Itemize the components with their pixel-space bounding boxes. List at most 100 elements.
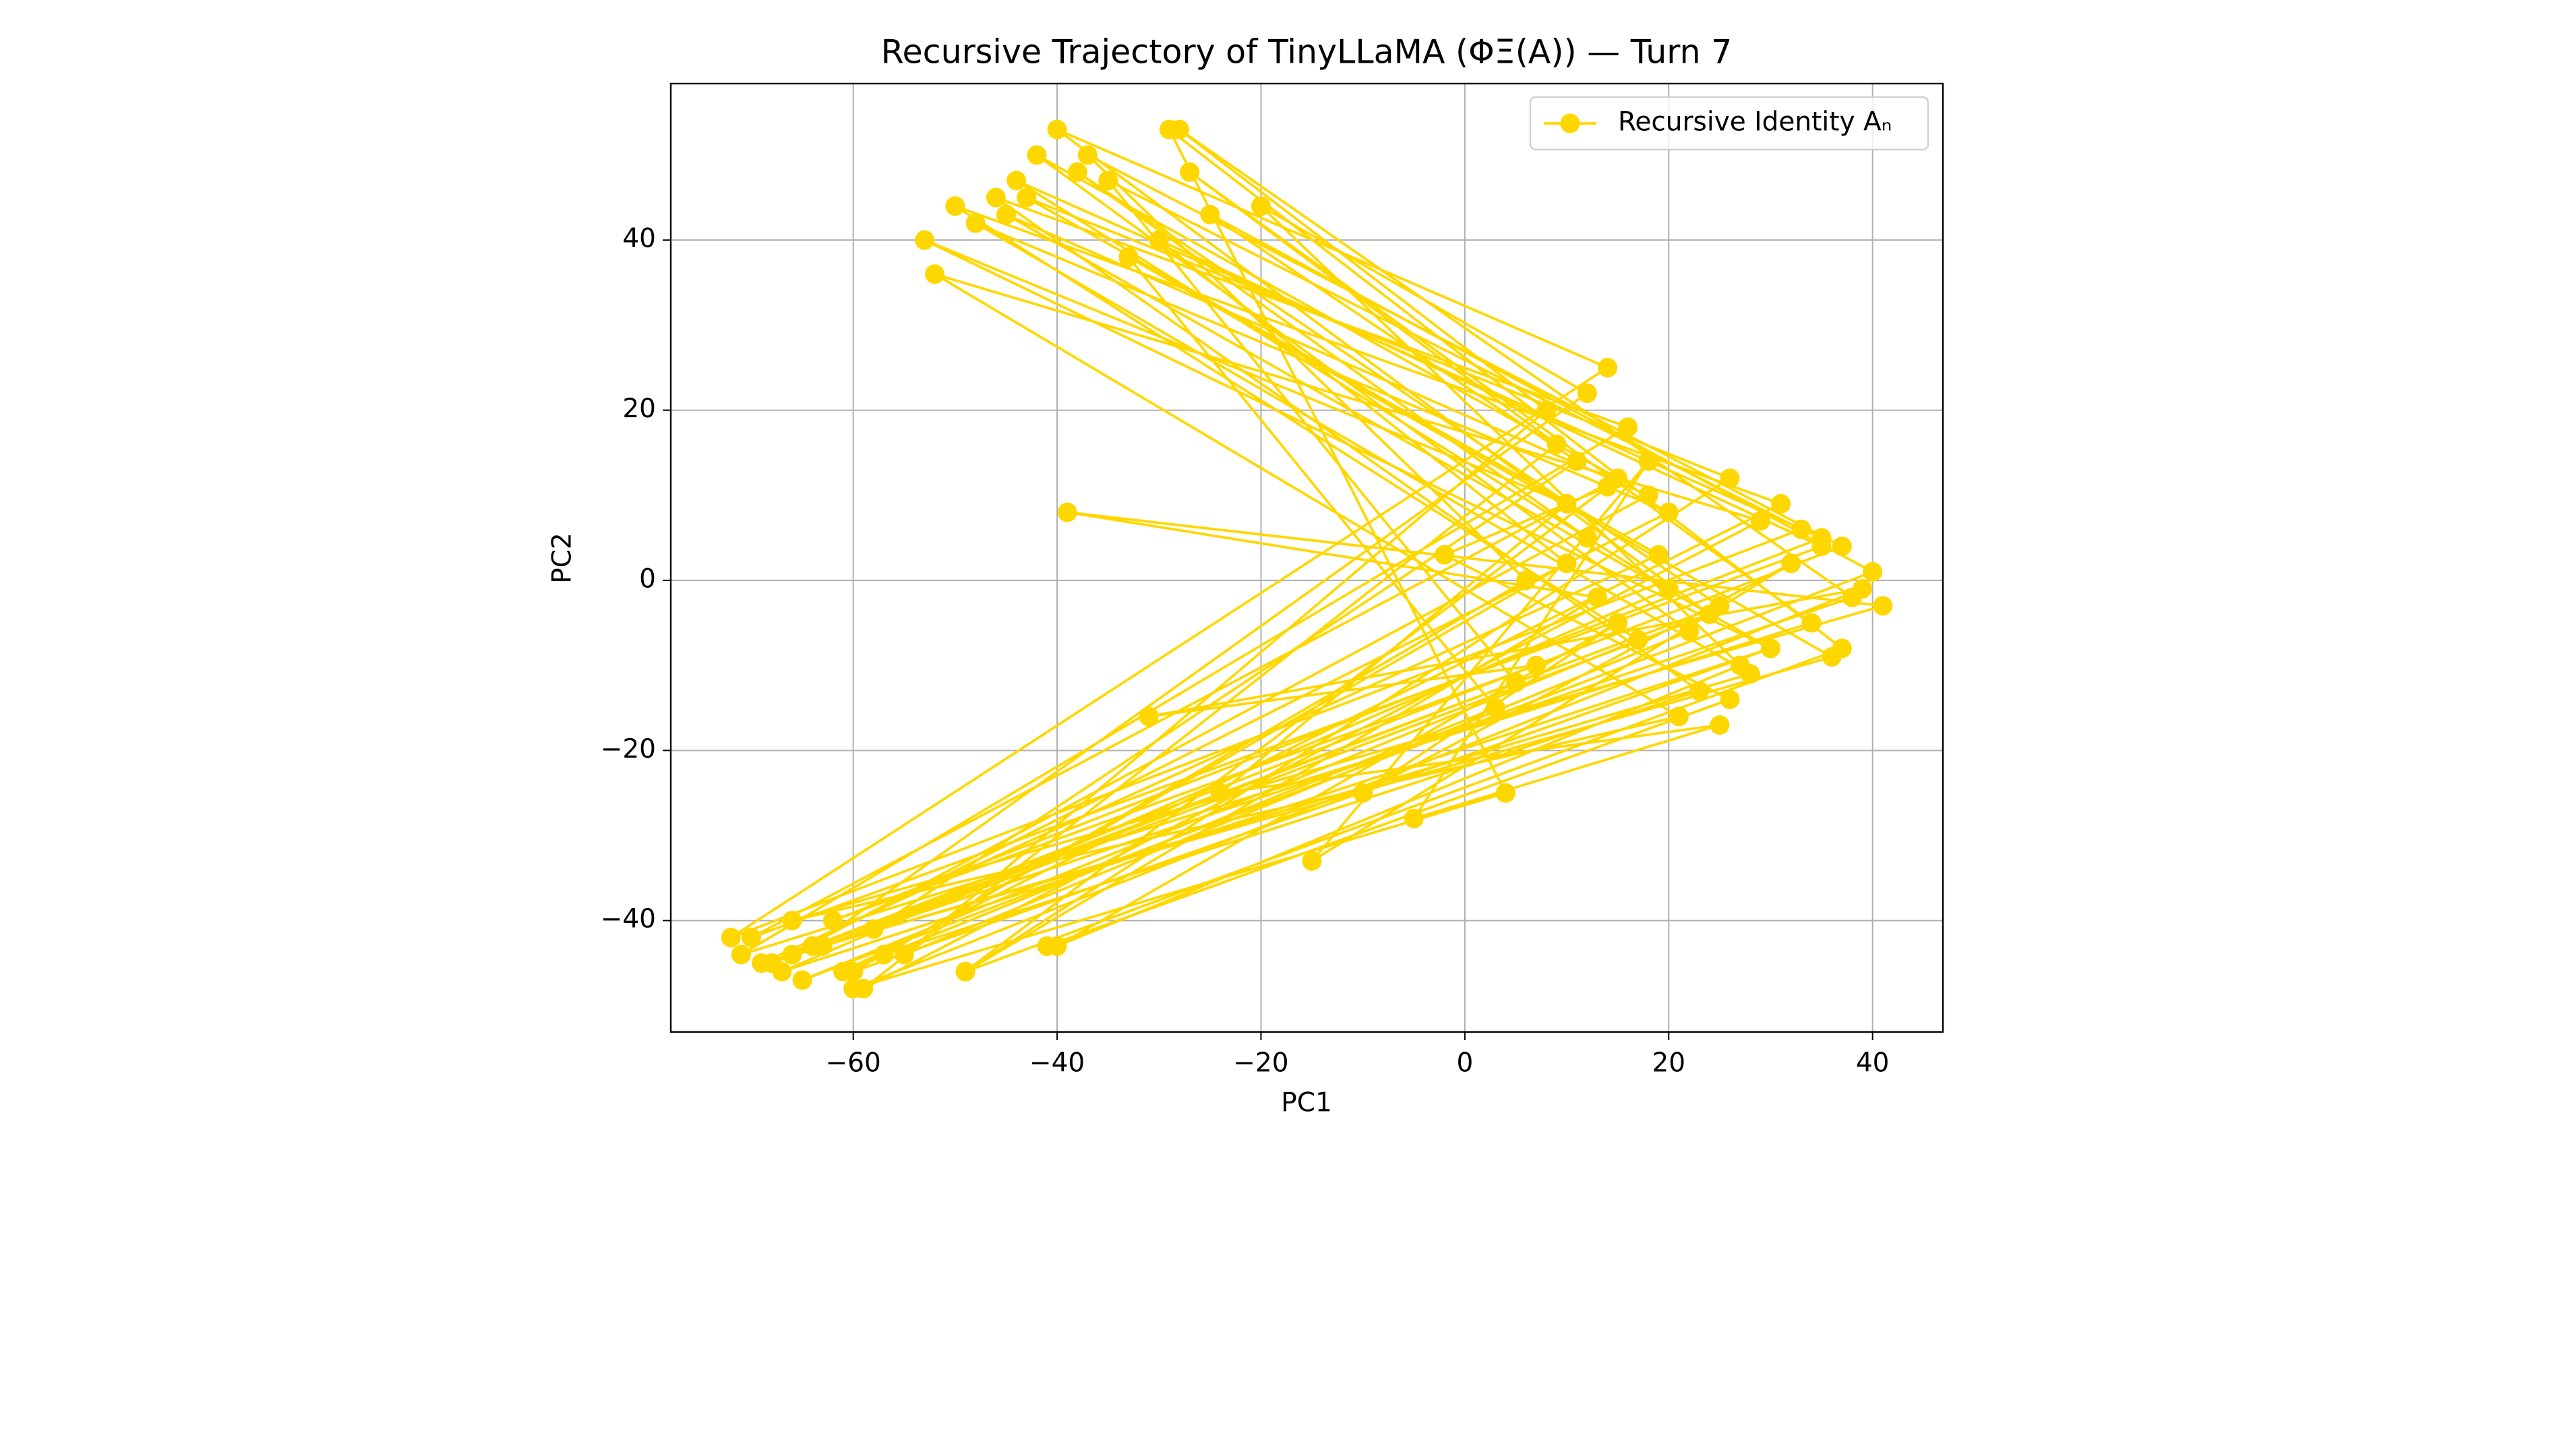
marker (1047, 119, 1067, 140)
chart-title: Recursive Trajectory of TinyLLaMA (ΦΞ(A)… (881, 33, 1733, 71)
x-tick-label: −40 (1029, 1048, 1085, 1079)
legend-label: Recursive Identity Aₙ (1618, 107, 1892, 138)
marker (1404, 808, 1424, 828)
marker (843, 979, 864, 999)
marker (955, 961, 976, 981)
marker (1760, 638, 1780, 659)
marker (1516, 570, 1536, 590)
marker (1608, 613, 1628, 633)
x-axis-label: PC1 (1281, 1088, 1332, 1118)
marker (1811, 528, 1832, 548)
marker (1505, 672, 1526, 692)
marker (1007, 171, 1027, 191)
axes-frame (669, 82, 1944, 1033)
marker (721, 928, 741, 948)
marker (833, 961, 853, 981)
marker (1577, 383, 1597, 403)
marker (1485, 698, 1505, 718)
marker (1658, 502, 1679, 522)
marker (1689, 681, 1710, 701)
marker (1658, 579, 1679, 599)
x-tick-label: 40 (1856, 1048, 1890, 1079)
marker (914, 230, 934, 250)
marker (1791, 519, 1811, 539)
x-tick-label: 20 (1652, 1048, 1685, 1079)
marker (945, 196, 965, 216)
marker (1669, 706, 1689, 727)
series-line (729, 128, 1884, 990)
marker (1853, 579, 1873, 599)
marker (1679, 621, 1700, 642)
marker (1067, 162, 1087, 182)
marker (1771, 493, 1791, 514)
marker (1027, 145, 1047, 165)
marker (772, 961, 792, 981)
marker (802, 936, 822, 957)
marker (1801, 613, 1822, 633)
marker (1832, 536, 1852, 556)
marker (1557, 493, 1577, 514)
marker (1139, 706, 1159, 727)
marker (1526, 655, 1547, 675)
marker (1536, 400, 1557, 421)
y-tick-label: 20 (622, 394, 656, 424)
marker (925, 264, 945, 284)
marker (1210, 783, 1230, 803)
marker (1781, 553, 1801, 574)
x-tick-label: −20 (1233, 1048, 1288, 1079)
marker (874, 944, 894, 965)
marker (1495, 783, 1515, 803)
marker (1873, 596, 1893, 616)
marker (1098, 171, 1118, 191)
y-tick-label: 40 (622, 224, 656, 254)
marker (1435, 545, 1455, 565)
marker (1017, 187, 1037, 208)
plot-area (721, 119, 1893, 999)
marker (986, 187, 1006, 208)
marker (1200, 204, 1220, 224)
marker (1863, 562, 1883, 582)
y-axis-label: PC2 (547, 533, 578, 584)
legend-box (1529, 96, 1929, 151)
x-tick-label: 0 (1456, 1048, 1473, 1079)
marker (1638, 451, 1658, 471)
marker (1648, 545, 1669, 565)
y-tick-label: 0 (639, 564, 656, 594)
marker (1720, 468, 1740, 489)
marker (1720, 690, 1740, 710)
marker (1598, 357, 1618, 377)
marker (782, 944, 802, 965)
marker (894, 944, 914, 965)
marker (1832, 638, 1852, 659)
marker (1567, 451, 1587, 471)
y-tick-label: −40 (601, 904, 656, 934)
marker (1077, 145, 1098, 165)
marker (1628, 630, 1648, 650)
marker (1159, 119, 1179, 140)
marker (782, 911, 802, 931)
marker (1149, 230, 1169, 250)
marker (965, 213, 986, 233)
marker (864, 919, 884, 939)
marker (1037, 936, 1057, 957)
legend-marker (1560, 113, 1580, 133)
marker (822, 911, 843, 931)
marker (1057, 502, 1077, 522)
marker (1118, 247, 1139, 267)
marker (1577, 528, 1597, 548)
marker (1700, 604, 1720, 624)
marker (996, 204, 1016, 224)
marker (1638, 485, 1658, 506)
marker (752, 953, 772, 973)
marker (1618, 417, 1638, 437)
marker (792, 970, 812, 990)
marker (1710, 715, 1730, 735)
marker (1730, 655, 1750, 675)
marker (1557, 553, 1577, 574)
marker (1587, 587, 1607, 607)
marker (1180, 162, 1200, 182)
x-tick-label: −60 (825, 1048, 880, 1079)
marker (1598, 477, 1618, 497)
marker (1547, 434, 1567, 454)
